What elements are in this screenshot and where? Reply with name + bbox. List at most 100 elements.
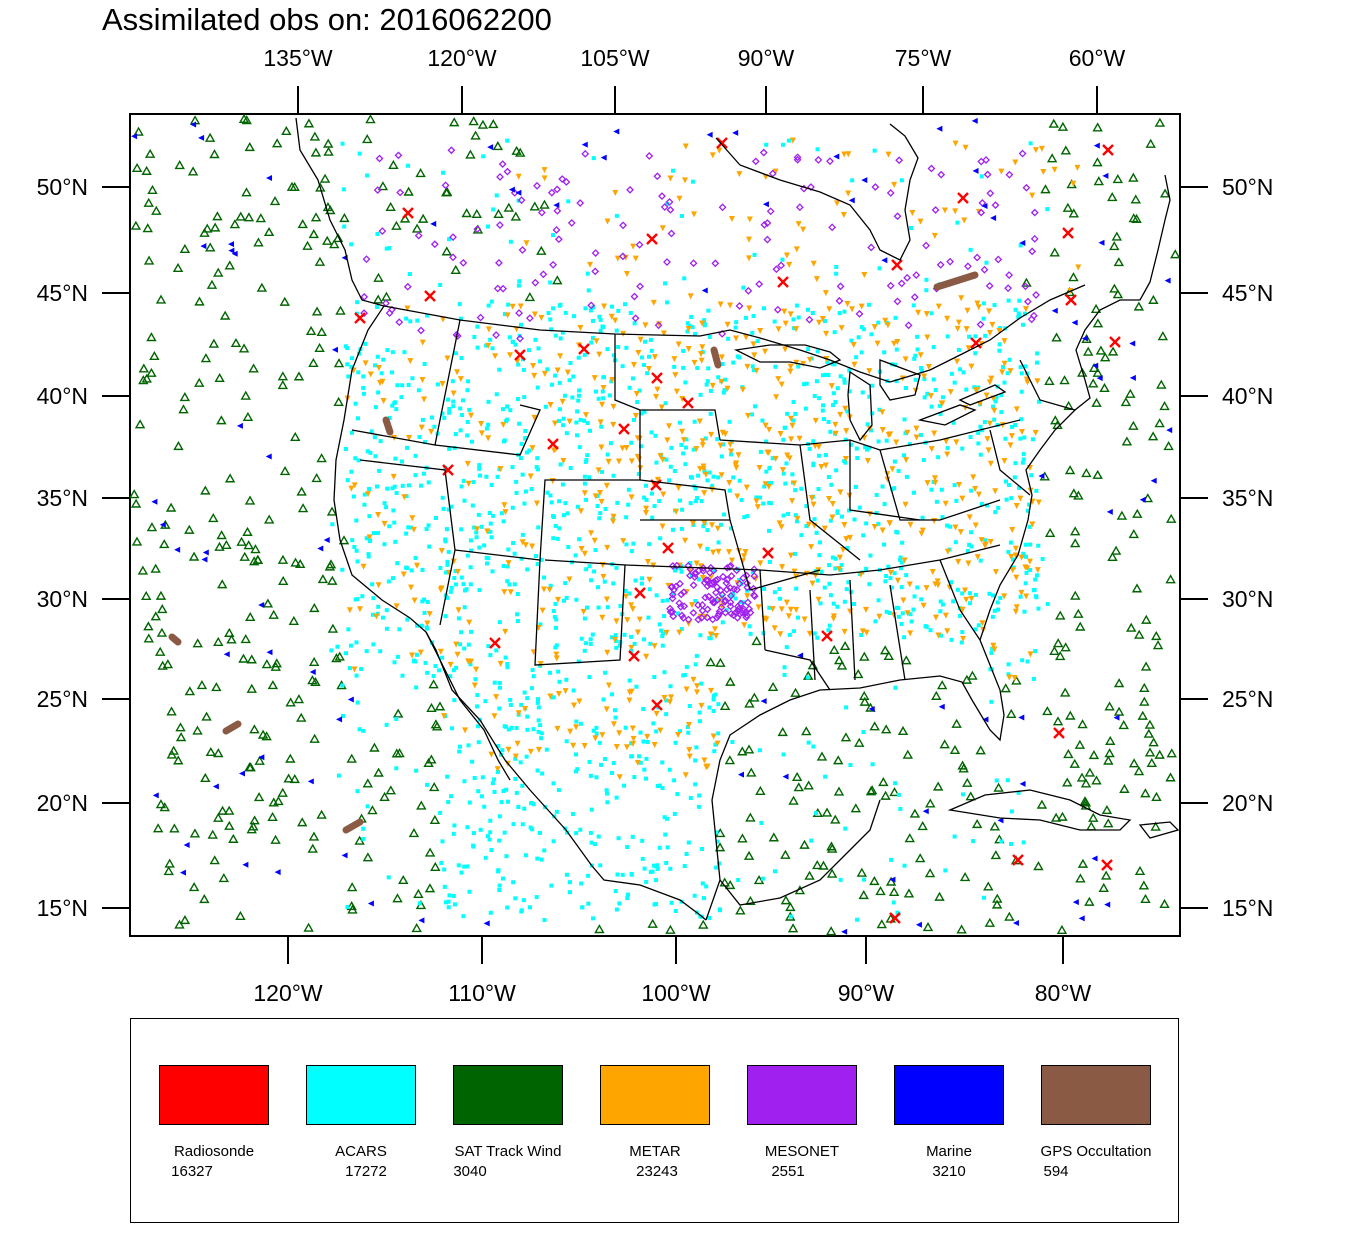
acars-marker [822,319,827,324]
acars-marker [490,781,495,786]
mesonet-marker [766,207,775,216]
sat-track-wind-marker [1103,755,1114,765]
metar-marker [701,520,708,527]
metar-marker [755,604,762,611]
radiosonde-marker [777,276,789,288]
acars-marker [675,792,680,797]
metar-marker [845,151,852,158]
acars-marker [702,468,707,473]
sat-track-wind-marker [745,895,756,906]
acars-marker [402,350,407,355]
metar-marker [346,607,353,614]
acars-marker [704,382,709,387]
acars-marker [584,641,589,646]
sat-track-wind-marker [1080,800,1092,810]
legend: Radiosonde 16327 ACARS 17272 SAT Track W… [130,1018,1179,1223]
sat-track-wind-marker [277,371,289,381]
acars-marker [440,495,445,500]
metar-marker [864,457,871,464]
metar-marker [828,383,835,390]
mesonet-marker [666,604,674,613]
sat-track-wind-marker [242,411,254,422]
mesonet-marker [936,260,945,269]
sat-track-wind-marker [239,551,250,561]
acars-marker [894,379,899,384]
sat-track-wind-marker [327,575,338,585]
mesonet-marker [654,321,663,330]
metar-marker [992,488,999,495]
marine-marker [265,453,272,460]
sat-track-wind-marker [825,926,837,936]
metar-marker [1001,338,1008,345]
sat-track-wind-marker [246,654,257,664]
acars-marker [404,316,409,321]
acars-marker [781,752,786,757]
mesonet-marker [495,258,503,267]
sat-track-wind-marker [1063,400,1074,410]
metar-marker [1035,499,1042,506]
metar-marker [491,713,498,720]
sat-track-wind-marker [369,742,380,752]
mesonet-marker [750,572,759,581]
acars-marker [505,404,510,409]
acars-marker [685,329,690,334]
mesonet-marker [702,576,711,585]
acars-marker [990,646,995,651]
mesonet-marker [619,221,627,230]
acars-marker [563,501,568,506]
acars-marker [1016,790,1021,795]
acars-marker [973,592,978,597]
metar-marker [697,543,704,550]
mesonet-marker [701,593,710,602]
marine-marker [889,876,896,883]
acars-marker [340,683,345,688]
mesonet-marker [709,578,718,587]
acars-marker [622,783,627,788]
acars-marker [1018,436,1023,441]
acars-marker [597,740,602,745]
sat-track-wind-marker [149,350,160,361]
metar-marker [1034,378,1041,385]
acars-marker [441,506,446,511]
acars-marker [555,536,560,541]
metar-marker [771,625,778,632]
radiosonde-marker [1102,144,1114,156]
sat-track-wind-marker [146,332,157,342]
metar-marker [818,463,825,470]
acars-marker [427,544,432,549]
metar-marker [697,351,704,358]
acars-marker [976,430,981,435]
mesonet-marker [476,313,485,322]
sat-track-wind-marker [830,814,841,824]
acars-marker [866,302,871,307]
acars-marker [644,756,649,761]
mesonet-marker [645,152,654,160]
acars-marker [688,501,693,506]
acars-marker [1024,570,1029,575]
sat-track-wind-marker [339,212,350,223]
acars-marker [717,861,722,866]
sat-track-wind-marker [1077,719,1088,729]
acars-marker [1023,554,1028,559]
metar-marker [541,167,548,174]
acars-marker [616,344,621,349]
acars-marker [477,466,482,471]
mesonet-marker [668,594,677,603]
metar-marker [535,746,542,753]
acars-marker [992,608,997,613]
acars-marker [497,680,502,685]
acars-marker [477,588,482,593]
metar-marker [580,608,587,615]
sat-track-wind-marker [959,872,971,882]
sat-track-wind-marker [303,118,315,128]
acars-marker [561,423,566,428]
acars-marker [636,471,641,476]
acars-marker [1036,606,1041,611]
sat-track-wind-marker [780,849,791,859]
acars-marker [945,334,950,339]
acars-marker [1018,594,1023,599]
acars-marker [643,776,648,781]
acars-marker [605,791,610,796]
metar-marker [478,420,485,427]
sat-track-wind-marker [184,686,196,696]
